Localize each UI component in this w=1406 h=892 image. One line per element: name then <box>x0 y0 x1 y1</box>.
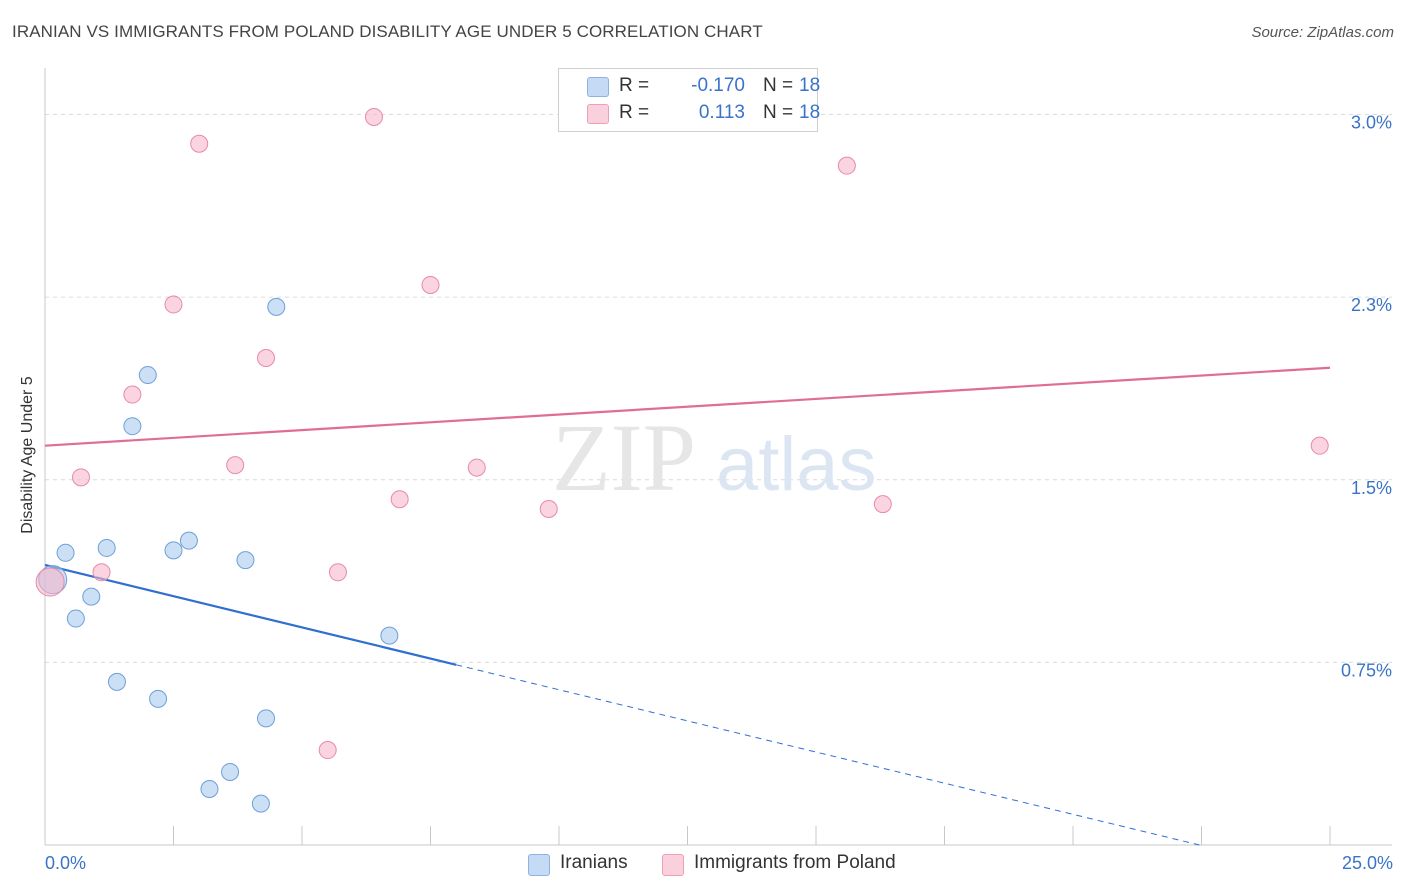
legend-n-value: 18 <box>799 102 821 123</box>
chart-title: IRANIAN VS IMMIGRANTS FROM POLAND DISABI… <box>12 22 763 41</box>
y-tick-label: 2.3% <box>1351 295 1392 315</box>
point-iranians <box>56 543 75 562</box>
point-poland <box>421 275 440 294</box>
legend-n-value: 18 <box>799 75 821 96</box>
point-poland <box>390 490 409 509</box>
point-poland <box>257 349 276 368</box>
correlation-legend: R = -0.170 N = 18 R = 0.113 N = 18 <box>558 68 821 132</box>
point-iranians <box>380 626 399 645</box>
point-poland <box>837 156 856 175</box>
point-poland <box>164 295 183 314</box>
point-iranians <box>164 541 183 560</box>
legend-r-label: R = <box>619 75 650 96</box>
x-tick-label-min: 0.0% <box>45 853 86 873</box>
tick-labels: 0.75% 1.5% 2.3% 3.0% 0.0% 25.0% <box>45 113 1393 873</box>
x-tick-label-max: 25.0% <box>1342 853 1393 873</box>
y-tick-label: 3.0% <box>1351 113 1392 133</box>
bottom-legend-label-poland: Immigrants from Poland <box>694 852 896 873</box>
point-iranians <box>236 551 255 570</box>
point-poland <box>71 468 90 487</box>
y-axis-label: Disability Age Under 5 <box>19 376 36 534</box>
legend-swatch-iranians <box>587 77 609 97</box>
point-poland <box>318 741 337 760</box>
trend-lines <box>44 366 1331 846</box>
point-poland <box>190 134 209 153</box>
point-poland <box>226 456 245 475</box>
axes <box>44 68 1392 846</box>
trend-line-iranians <box>44 563 457 666</box>
watermark-atlas: atlas <box>716 422 877 507</box>
source-credit: Source: ZipAtlas.com <box>1251 24 1394 41</box>
point-iranians <box>107 672 126 691</box>
data-points <box>35 107 1329 813</box>
watermark-zip: ZIP <box>552 404 696 511</box>
point-poland <box>35 567 65 597</box>
point-iranians <box>123 417 142 436</box>
bottom-legend-swatch-poland <box>662 854 684 876</box>
point-iranians <box>149 689 168 708</box>
bottom-legend-swatch-iranians <box>528 854 550 876</box>
point-poland <box>328 563 347 582</box>
point-iranians <box>251 794 270 813</box>
point-iranians <box>138 366 157 385</box>
y-tick-label: 1.5% <box>1351 478 1392 498</box>
legend-r-value: -0.170 <box>691 75 745 96</box>
legend-n-label: N = <box>763 102 794 123</box>
point-poland <box>539 499 558 518</box>
point-iranians <box>267 297 286 316</box>
legend-swatch-poland <box>587 104 609 124</box>
trend-line-iranians-extrapolated <box>456 664 1200 846</box>
trend-line-poland <box>44 366 1331 447</box>
legend-r-label: R = <box>619 102 650 123</box>
point-iranians <box>82 587 101 606</box>
y-tick-label: 0.75% <box>1341 660 1392 680</box>
point-poland <box>364 107 383 126</box>
point-iranians <box>179 531 198 550</box>
legend-n-label: N = <box>763 75 794 96</box>
point-iranians <box>257 709 276 728</box>
point-poland <box>873 495 892 514</box>
point-iranians <box>200 779 219 798</box>
point-poland <box>123 385 142 404</box>
point-poland <box>1310 436 1329 455</box>
point-iranians <box>221 762 240 781</box>
point-iranians <box>97 538 116 557</box>
point-poland <box>467 458 486 477</box>
point-poland <box>92 563 111 582</box>
gridlines <box>45 114 1392 663</box>
point-iranians <box>66 609 85 628</box>
legend-r-value: 0.113 <box>698 102 745 123</box>
bottom-legend-label-iranians: Iranians <box>560 852 628 873</box>
